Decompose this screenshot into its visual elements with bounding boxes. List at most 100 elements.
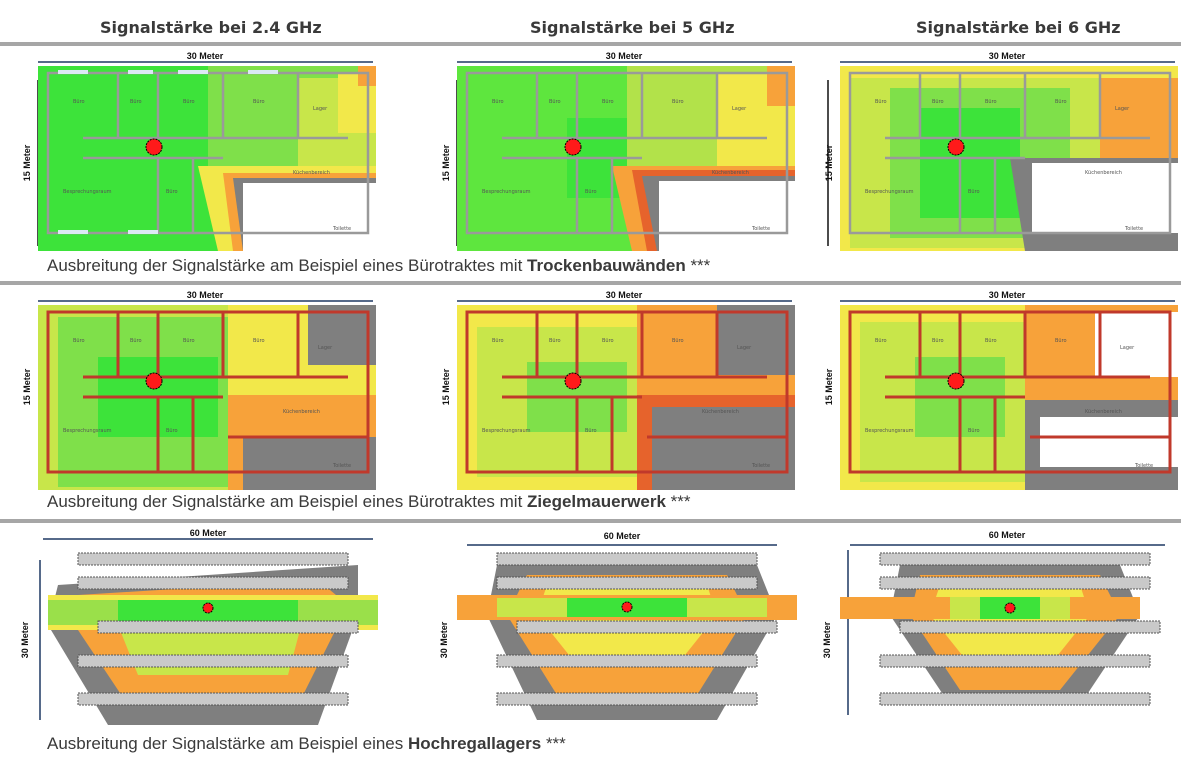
dimension-width: 60 Meter xyxy=(467,531,777,546)
room-label: Büro xyxy=(985,99,997,105)
room-label: Büro xyxy=(932,99,944,105)
width-label: 30 Meter xyxy=(187,290,224,300)
dimension-height: 15 Meter xyxy=(441,368,451,405)
room-label: Lager xyxy=(732,106,747,112)
height-label: 15 Meter xyxy=(441,144,451,181)
room-label: Büro xyxy=(985,338,997,344)
access-point-icon xyxy=(947,138,965,156)
room-label: Küchenbereich xyxy=(702,409,739,415)
room-label: Büro xyxy=(1055,99,1067,105)
dimension-height: 15 Meter xyxy=(22,80,39,246)
width-label: 30 Meter xyxy=(606,51,643,61)
dimension-height: 15 Meter xyxy=(824,80,834,246)
dimension-width: 30 Meter xyxy=(457,51,792,63)
width-label: 30 Meter xyxy=(989,290,1026,300)
room-label: Büro xyxy=(492,338,504,344)
room-label: Büro xyxy=(875,338,887,344)
room-label: Küchenbereich xyxy=(1085,409,1122,415)
room-label: Büro xyxy=(130,99,142,105)
room-label: Büro xyxy=(968,189,980,195)
section-divider-3 xyxy=(0,519,1181,523)
access-point-icon xyxy=(621,601,633,613)
height-label: 30 Meter xyxy=(822,621,832,658)
room-label: Büro xyxy=(932,338,944,344)
room-label: Büro xyxy=(672,338,684,344)
caption-drywall: Ausbreitung der Signalstärke am Beispiel… xyxy=(47,256,710,276)
dimension-height: 30 Meter xyxy=(20,560,41,720)
room-label: Büro xyxy=(602,338,614,344)
caption-material: Ziegelmauerwerk xyxy=(527,492,666,511)
room-label: Besprechungsraum xyxy=(865,428,914,434)
height-label: 30 Meter xyxy=(20,621,30,658)
room-label: Büro xyxy=(130,338,142,344)
width-label: 30 Meter xyxy=(187,51,224,61)
heatmap-brick-5ghz: 30 Meter 15 Meter Büro Büro Büro Büro La… xyxy=(441,290,795,490)
room-label: Büro xyxy=(875,99,887,105)
room-label: Besprechungsraum xyxy=(865,189,914,195)
room-label: Besprechungsraum xyxy=(63,428,112,434)
access-point-icon xyxy=(947,372,965,390)
caption-asterisks: *** xyxy=(541,734,566,753)
room-label: Besprechungsraum xyxy=(482,428,531,434)
access-point-icon xyxy=(1004,602,1016,614)
heatmap-brick-2-4ghz: 30 Meter 15 Meter Büro Büro Büro Büro La… xyxy=(22,290,376,490)
caption-material: Hochregallagers xyxy=(407,734,542,753)
width-label: 30 Meter xyxy=(989,51,1026,61)
caption-asterisks: *** xyxy=(685,256,711,275)
caption-material: Trockenbauwänden xyxy=(527,256,686,275)
room-label: Küchenbereich xyxy=(293,170,330,176)
dimension-height: 30 Meter xyxy=(439,621,449,658)
room-label: Lager xyxy=(1120,345,1135,351)
dimension-height: 30 Meter xyxy=(822,550,849,715)
heatmap-drywall-5ghz: 30 Meter 15 Meter Büro Büro Büro Büro La… xyxy=(441,51,795,251)
room-label: Büro xyxy=(166,189,178,195)
caption-text: Ausbreitung der Signalstärke am Beispiel… xyxy=(47,492,528,511)
section-divider-2 xyxy=(0,281,1181,285)
heatmap-drywall-2-4ghz: 30 Meter 15 Meter Büro Büro Büro Büro La… xyxy=(22,51,376,251)
room-label: Büro xyxy=(253,99,265,105)
room-label: Küchenbereich xyxy=(712,170,749,176)
section-divider-1 xyxy=(0,42,1181,46)
dimension-width: 60 Meter xyxy=(850,530,1165,546)
room-label: Büro xyxy=(183,99,195,105)
column-title-6ghz: Signalstärke bei 6 GHz xyxy=(916,18,1121,37)
room-label: Besprechungsraum xyxy=(63,189,112,195)
room-label: Büro xyxy=(73,338,85,344)
room-label: Toilette xyxy=(751,226,770,232)
height-label: 15 Meter xyxy=(22,368,32,405)
heatmap-brick-6ghz: 30 Meter 15 Meter Büro Büro Büro Büro La… xyxy=(824,290,1178,490)
access-point-icon xyxy=(145,372,163,390)
room-label: Toilette xyxy=(332,463,351,469)
caption-text: Ausbreitung der Signalstärke am Beispiel… xyxy=(47,256,528,275)
room-label: Lager xyxy=(313,106,328,112)
dimension-width: 60 Meter xyxy=(43,528,373,540)
heatmap-warehouse-6ghz: 60 Meter 30 Meter xyxy=(822,530,1165,715)
room-label: Küchenbereich xyxy=(283,409,320,415)
access-point-icon xyxy=(202,602,214,614)
room-label: Büro xyxy=(968,428,980,434)
room-label: Toilette xyxy=(1124,226,1143,232)
height-label: 15 Meter xyxy=(824,368,834,405)
dimension-width: 30 Meter xyxy=(38,51,373,63)
room-label: Büro xyxy=(549,99,561,105)
access-point-icon xyxy=(564,138,582,156)
caption-asterisks: *** xyxy=(665,492,691,511)
room-label: Toilette xyxy=(332,226,351,232)
room-label: Büro xyxy=(585,189,597,195)
heatmap-warehouse-2-4ghz: 60 Meter 30 Meter xyxy=(20,528,378,725)
room-label: Lager xyxy=(1115,106,1130,112)
room-label: Büro xyxy=(549,338,561,344)
heatmap-warehouse-5ghz: 60 Meter 30 Meter xyxy=(439,531,797,720)
access-point-icon xyxy=(145,138,163,156)
width-label: 30 Meter xyxy=(606,290,643,300)
room-label: Büro xyxy=(585,428,597,434)
room-label: Büro xyxy=(73,99,85,105)
heatmap-drywall-6ghz: 30 Meter 15 Meter Büro Büro Büro Büro La… xyxy=(824,51,1178,251)
room-label: Lager xyxy=(737,345,752,351)
dimension-height: 15 Meter xyxy=(22,368,32,405)
room-label: Büro xyxy=(166,428,178,434)
column-title-5ghz: Signalstärke bei 5 GHz xyxy=(530,18,735,37)
room-label: Büro xyxy=(1055,338,1067,344)
caption-brick: Ausbreitung der Signalstärke am Beispiel… xyxy=(47,492,691,512)
column-title-2-4ghz: Signalstärke bei 2.4 GHz xyxy=(100,18,322,37)
